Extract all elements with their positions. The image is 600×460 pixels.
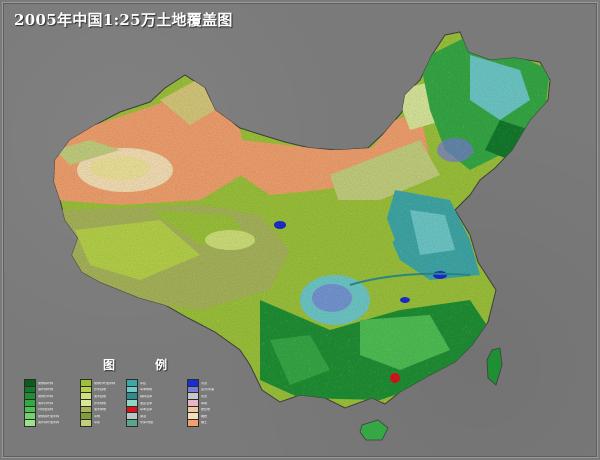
legend-swatch [187, 418, 199, 427]
legend-label: 落叶阔叶林 [38, 388, 54, 392]
legend-label: 灌木绿地 [94, 408, 107, 412]
legend-label: 落叶针叶林 [38, 401, 54, 405]
legend-label: 湖泊 [140, 414, 147, 418]
legend-title: 图 例 [103, 358, 186, 372]
legend-label: 草甸 [94, 414, 101, 418]
legend-column-2: 常绿针叶灌木林 乔木园地 灌木园地 乔木绿地 灌木绿地 草甸 草原 [80, 379, 118, 427]
legend-label: 裸土 [201, 421, 208, 425]
legend-item: 落叶阔叶灌木林 [24, 418, 62, 427]
legend-label: 居住地 [201, 408, 211, 412]
legend-item: 水库/坑塘 [126, 418, 164, 427]
legend-label: 森林沼泽 [140, 394, 153, 398]
taiwan-island [486, 347, 503, 386]
legend-label: 常绿阔叶灌木林 [38, 414, 60, 418]
legend-item: 裸土 [187, 418, 225, 427]
legend-label: 乔木绿地 [94, 401, 107, 405]
legend-label: 乔木园地 [94, 388, 107, 392]
legend-label: 旱地 [201, 401, 208, 405]
legend-label: 落叶阔叶灌木林 [38, 421, 60, 425]
legend-label: 常绿针叶林 [38, 394, 54, 398]
legend-column-3: 草丛 草本绿地 森林沼泽 灌丛沼泽 草本沼泽 湖泊 水库/坑塘 [126, 379, 164, 427]
legend-label: 草本绿地 [140, 388, 153, 392]
legend-swatch [80, 418, 92, 427]
legend-label: 灌丛沼泽 [140, 401, 153, 405]
legend-label: 草丛 [140, 381, 147, 385]
legend-column-1: 常绿阔叶林 落叶阔叶林 常绿针叶林 落叶针叶林 针阔混交林 常绿阔叶灌木林 落叶… [24, 379, 62, 427]
legend-label: 草原 [94, 421, 101, 425]
legend-swatch [126, 418, 138, 427]
legend-swatch [24, 418, 36, 427]
hainan-island [359, 419, 389, 441]
legend-label: 常绿阔叶林 [38, 381, 54, 385]
legend-label: 裸岩 [201, 414, 208, 418]
legend-label: 水田 [201, 394, 208, 398]
legend-column-4: 河流 运河/水渠 水田 旱地 居住地 裸岩 裸土 [187, 379, 225, 427]
legend-label: 灌木园地 [94, 394, 107, 398]
legend-label: 河流 [201, 381, 208, 385]
legend-label: 运河/水渠 [201, 388, 215, 392]
legend-item: 草原 [80, 418, 118, 427]
map-title: 2005年中国1:25万土地覆盖图 [14, 11, 233, 29]
legend-label: 针阔混交林 [38, 408, 54, 412]
legend-label: 水库/坑塘 [140, 421, 154, 425]
legend-label: 草本沼泽 [140, 408, 153, 412]
legend-label: 常绿针叶灌木林 [94, 381, 116, 385]
